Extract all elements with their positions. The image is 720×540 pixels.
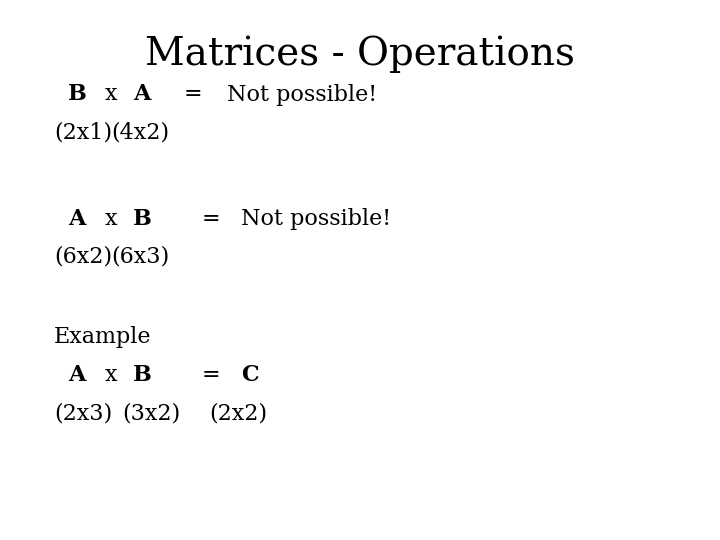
Text: (2x1): (2x1) — [54, 122, 112, 143]
Text: =: = — [202, 364, 220, 386]
Text: C: C — [241, 364, 258, 386]
Text: x: x — [104, 208, 117, 230]
Text: Matrices - Operations: Matrices - Operations — [145, 35, 575, 72]
Text: (6x3): (6x3) — [112, 246, 170, 267]
Text: =: = — [184, 84, 202, 105]
Text: A: A — [133, 84, 150, 105]
Text: (2x3): (2x3) — [54, 402, 112, 424]
Text: B: B — [68, 84, 87, 105]
Text: A: A — [68, 208, 86, 230]
Text: x: x — [104, 364, 117, 386]
Text: A: A — [68, 364, 86, 386]
Text: Example: Example — [54, 327, 151, 348]
Text: (3x2): (3x2) — [122, 402, 181, 424]
Text: B: B — [133, 208, 152, 230]
Text: (2x2): (2x2) — [209, 402, 267, 424]
Text: x: x — [104, 84, 117, 105]
Text: =: = — [202, 208, 220, 230]
Text: Not possible!: Not possible! — [227, 84, 377, 105]
Text: (6x2): (6x2) — [54, 246, 112, 267]
Text: B: B — [133, 364, 152, 386]
Text: (4x2): (4x2) — [112, 122, 170, 143]
Text: Not possible!: Not possible! — [241, 208, 392, 230]
